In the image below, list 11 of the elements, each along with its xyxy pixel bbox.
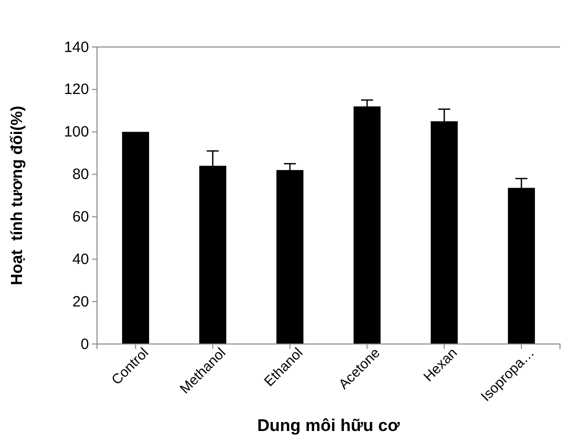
y-tick-label: 100 — [64, 124, 89, 141]
bar — [122, 132, 150, 344]
y-tick-label: 20 — [72, 293, 89, 310]
y-tick-label: 0 — [80, 336, 89, 353]
y-tick-label: 120 — [64, 81, 89, 98]
y-axis-title: Hoạt tính tương đối(%) — [9, 106, 26, 286]
y-tick-label: 40 — [72, 250, 89, 268]
x-axis-title: Dung môi hữu cơ — [257, 416, 401, 435]
y-tick-label: 140 — [64, 38, 89, 56]
y-tick-label: 60 — [72, 208, 89, 226]
y-tick-label: 80 — [72, 166, 89, 184]
